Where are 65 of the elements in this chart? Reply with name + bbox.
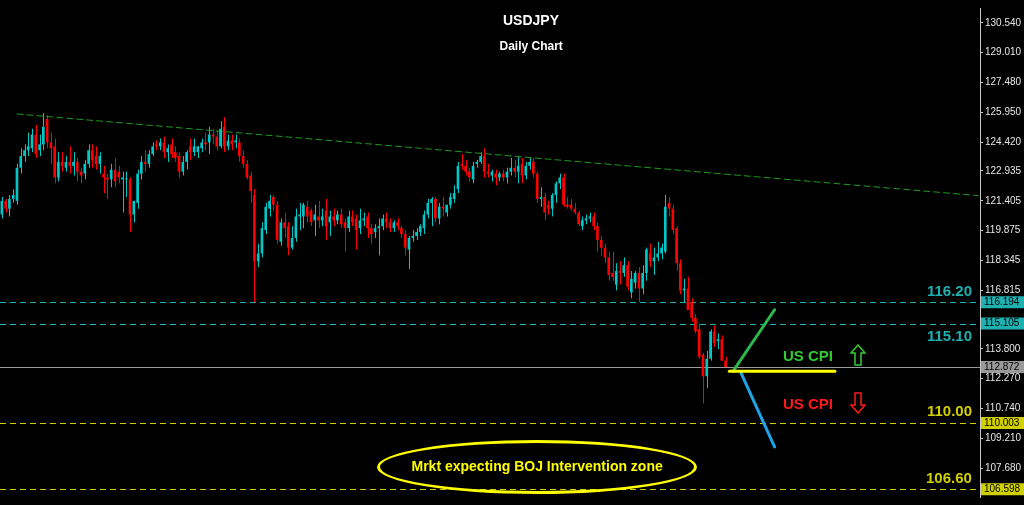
candlestick: [614, 262, 618, 291]
candlestick: [219, 120, 222, 149]
annotation: 106.60: [926, 468, 972, 486]
candlestick: [403, 229, 407, 256]
candlestick: [57, 151, 60, 182]
candlestick: [238, 138, 241, 163]
candlestick: [599, 235, 603, 256]
annotation: 115.10: [927, 327, 973, 344]
candlestick: [60, 151, 64, 173]
candlestick: [543, 192, 546, 221]
y-tick-label: 118.345: [985, 254, 1021, 266]
candlestick: [622, 256, 626, 278]
candlestick: [75, 157, 79, 182]
candlestick: [317, 200, 320, 229]
y-tick-label: 107.680: [985, 461, 1022, 473]
candlestick: [430, 196, 433, 227]
ref-line-label: 112.872: [984, 360, 1020, 372]
candlestick: [305, 200, 309, 223]
candlestick: [102, 165, 105, 194]
candlestick: [434, 196, 437, 223]
y-tick-label: 109.210: [985, 432, 1022, 444]
candlestick: [34, 124, 38, 159]
candlestick: [124, 171, 128, 198]
annotation: 116.20: [927, 281, 973, 299]
candlestick: [189, 138, 192, 161]
candlestick: [222, 116, 226, 153]
candlestick: [121, 171, 124, 214]
candlestick: [170, 138, 173, 159]
annotation: 110.00: [927, 402, 973, 420]
candlestick: [712, 325, 716, 348]
y-tick-label: 121.405: [985, 194, 1022, 206]
annotation: US CPI: [783, 346, 834, 364]
ref-line-label: 106.598: [984, 483, 1021, 494]
candlestick: [611, 251, 614, 282]
y-tick-label: 124.420: [985, 135, 1022, 147]
candlestick: [279, 217, 283, 247]
y-tick-label: 130.540: [985, 16, 1022, 28]
chart-title: USDJPY: [503, 12, 560, 28]
y-tick-label: 125.950: [985, 105, 1022, 117]
y-tick-label: 116.815: [985, 283, 1021, 295]
candlestick: [328, 210, 332, 237]
text: Daily Chart: [499, 39, 563, 53]
y-tick-label: 122.935: [985, 164, 1022, 176]
candlestick: [72, 151, 75, 177]
ref-line-label: 110.003: [984, 416, 1020, 428]
candlestick: [109, 163, 113, 188]
candlestick: [354, 214, 358, 251]
annotation: Mrkt expecting BOJ Intervention zone: [411, 458, 663, 474]
y-tick-label: 110.740: [985, 402, 1021, 414]
ref-line-label: 115.105: [984, 317, 1020, 329]
candlestick: [648, 243, 652, 268]
y-tick-label: 127.480: [985, 76, 1022, 88]
y-tick-label: 112.270: [985, 372, 1021, 384]
candlestick: [630, 270, 633, 299]
candlestick: [302, 202, 305, 229]
y-tick-label: 119.875: [985, 224, 1021, 236]
candlestick: [181, 155, 185, 177]
ref-line-label: 116.194: [984, 296, 1020, 308]
candlestick: [347, 210, 350, 233]
y-tick-label: 113.800: [985, 342, 1021, 354]
y-tick-label: 129.010: [985, 46, 1022, 58]
candlestick: [626, 260, 629, 291]
candlestick: [91, 143, 94, 169]
candlestick: [256, 243, 260, 268]
annotation: US CPI: [783, 394, 834, 412]
